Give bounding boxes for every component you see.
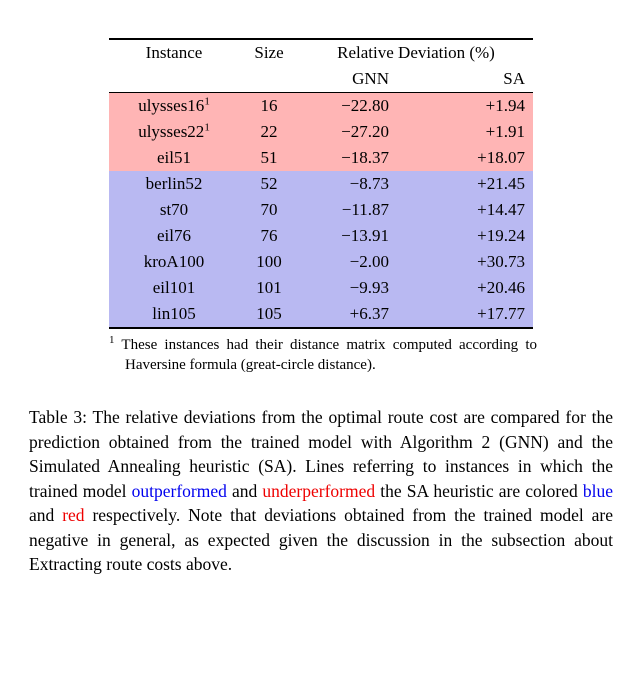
gnn-cell: −2.00 [349, 252, 389, 271]
caption-segment: Table 3: The relative deviations from th… [29, 407, 613, 501]
table-caption: Table 3: The relative deviations from th… [29, 405, 613, 577]
footnote-mark: 1 [204, 95, 210, 108]
gnn-cell: −22.80 [299, 92, 411, 119]
table-row: kroA100 100 −2.00 +30.73 [109, 249, 533, 275]
table-row: ulysses161 16 −22.80 +1.94 [109, 92, 533, 119]
results-table-container: Instance Size Relative Deviation (%) GNN… [109, 38, 537, 375]
table-header: Instance Size Relative Deviation (%) GNN… [109, 38, 533, 93]
caption-segment: outperformed [131, 480, 227, 501]
sa-cell: +17.77 [411, 301, 533, 329]
gnn-cell: −11.87 [341, 200, 389, 219]
table-row: ulysses221 22 −27.20 +1.91 [109, 119, 533, 145]
table-row: eil76 76 −13.91 +19.24 [109, 223, 533, 249]
caption-segment: and [226, 480, 263, 501]
sa-cell: +18.07 [477, 148, 525, 167]
gnn-cell: −9.93 [349, 278, 389, 297]
size-cell: 52 [260, 174, 278, 193]
gnn-cell: +6.37 [299, 301, 411, 329]
footnote-mark: 1 [204, 121, 210, 134]
table-row: st70 70 −11.87 +14.47 [109, 197, 533, 223]
size-cell: 51 [260, 148, 278, 167]
instance-cell: ulysses221 [138, 121, 210, 141]
sa-cell: +30.73 [477, 252, 525, 271]
gnn-cell: −8.73 [349, 174, 389, 193]
table-footnote: 1 These instances had their distance mat… [109, 335, 537, 375]
header-size: Size [239, 38, 299, 66]
instance-cell: eil76 [157, 226, 191, 245]
size-cell: 22 [260, 122, 278, 141]
footnote-text: These instances had their distance matri… [121, 337, 537, 373]
caption-segment: underperformed [262, 480, 376, 501]
size-cell: 76 [260, 226, 278, 245]
table-row: lin105 105 +6.37 +17.77 [109, 301, 533, 329]
caption-segment: red [62, 505, 85, 525]
header-relative-deviation: Relative Deviation (%) [299, 38, 533, 66]
caption-segment: respectively. Note that deviations obtai… [29, 505, 613, 574]
sa-cell: +21.45 [477, 174, 525, 193]
caption-segment: blue [582, 480, 613, 501]
size-cell: 105 [239, 301, 299, 329]
sa-cell: +14.47 [477, 200, 525, 219]
instance-cell: ulysses161 [109, 92, 239, 119]
header-instance: Instance [109, 38, 239, 66]
caption-segment: and [29, 505, 63, 525]
table-row: eil101 101 −9.93 +20.46 [109, 275, 533, 301]
header-sa: SA [503, 69, 525, 88]
instance-cell: eil101 [152, 278, 196, 297]
gnn-cell: −13.91 [341, 226, 389, 245]
size-cell: 16 [239, 92, 299, 119]
table-row: eil51 51 −18.37 +18.07 [109, 145, 533, 171]
gnn-cell: −18.37 [341, 148, 389, 167]
size-cell: 100 [256, 252, 282, 271]
caption-segment: the SA heuristic are colored [375, 480, 583, 501]
sa-cell: +20.46 [477, 278, 525, 297]
size-cell: 70 [260, 200, 278, 219]
table-row: berlin52 52 −8.73 +21.45 [109, 171, 533, 197]
sa-cell: +1.94 [411, 92, 533, 119]
sa-cell: +19.24 [477, 226, 525, 245]
footnote-marker: 1 [109, 334, 115, 346]
instance-cell: kroA100 [143, 252, 205, 271]
instance-cell: lin105 [109, 301, 239, 329]
size-cell: 101 [256, 278, 282, 297]
header-gnn: GNN [352, 69, 389, 88]
gnn-cell: −27.20 [341, 122, 389, 141]
instance-cell: eil51 [157, 148, 191, 167]
results-table: Instance Size Relative Deviation (%) GNN… [109, 38, 533, 329]
instance-cell: berlin52 [145, 174, 203, 193]
instance-cell: st70 [159, 200, 189, 219]
sa-cell: +1.91 [485, 122, 525, 141]
table-body: ulysses161 16 −22.80 +1.94 ulysses221 22 −27.2… [109, 92, 533, 329]
